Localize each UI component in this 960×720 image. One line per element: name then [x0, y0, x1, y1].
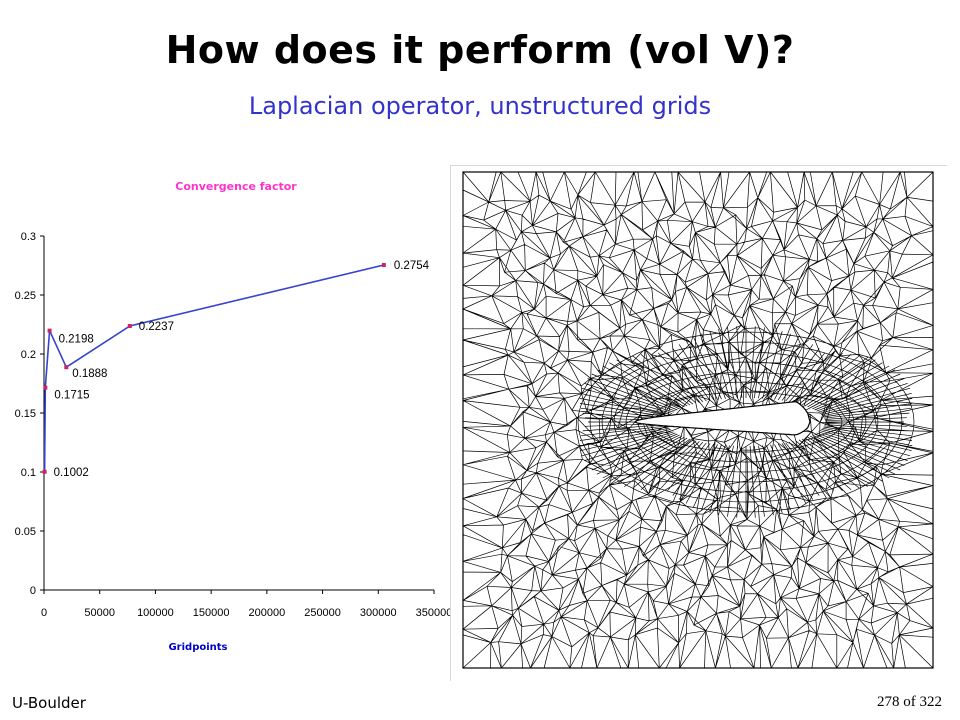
- data-label: 0.1715: [54, 390, 89, 402]
- data-point: [47, 328, 52, 333]
- y-tick-label: 0.2: [21, 349, 36, 361]
- slide-subtitle: Laplacian operator, unstructured grids: [248, 92, 712, 120]
- page-number: 278 of 322: [877, 694, 942, 710]
- chart-axes: [43, 236, 434, 591]
- slide-title: How does it perform (vol V)?: [165, 28, 795, 72]
- x-tick-label: 250000: [304, 607, 341, 619]
- data-point: [43, 385, 48, 390]
- y-tick-label: 0.05: [15, 526, 36, 538]
- data-label: 0.2198: [59, 334, 94, 346]
- x-tick-label: 150000: [193, 607, 230, 619]
- airfoil-unstructured-mesh-icon: [450, 165, 947, 681]
- data-point: [381, 263, 386, 268]
- y-tick-label: 0.25: [15, 290, 36, 302]
- series-line: [43, 264, 385, 472]
- x-axis-label: Gridpoints: [168, 642, 227, 653]
- chart-title: Convergence factor: [175, 180, 297, 193]
- x-tick-label: 50000: [84, 607, 115, 619]
- data-labels: 0.1002 0.1715 0.2198 0.1888 0.2237 0.2754: [54, 260, 430, 479]
- y-axis-ticks: 0 0.05 0.1 0.15 0.2 0.25 0.3: [15, 231, 44, 597]
- x-tick-label: 200000: [248, 607, 285, 619]
- x-tick-label: 300000: [360, 607, 397, 619]
- data-label: 0.2237: [139, 321, 174, 333]
- convergence-chart: Convergence factor 0 0.05 0.1 0.15 0.2 0.25 0.…: [15, 180, 450, 653]
- x-tick-label: 350000: [416, 607, 450, 619]
- data-point: [127, 324, 132, 329]
- data-label: 0.1888: [72, 368, 107, 380]
- x-axis-ticks: 0 50000 100000 150000 200000 250000 300000 3500…: [41, 590, 450, 619]
- data-label: 0.2754: [394, 260, 430, 272]
- footer-org: U-Boulder: [12, 694, 86, 712]
- airfoil-shape: [633, 401, 811, 436]
- chart-series: [42, 263, 386, 474]
- data-point: [64, 365, 69, 370]
- y-tick-label: 0.3: [21, 231, 36, 243]
- y-tick-label: 0.1: [21, 467, 36, 479]
- x-tick-label: 0: [41, 607, 47, 619]
- mesh-border: [462, 171, 934, 669]
- y-tick-label: 0: [30, 585, 36, 597]
- y-tick-label: 0.15: [15, 408, 36, 420]
- data-label: 0.1002: [54, 467, 89, 479]
- data-point: [42, 469, 47, 474]
- x-tick-label: 100000: [137, 607, 174, 619]
